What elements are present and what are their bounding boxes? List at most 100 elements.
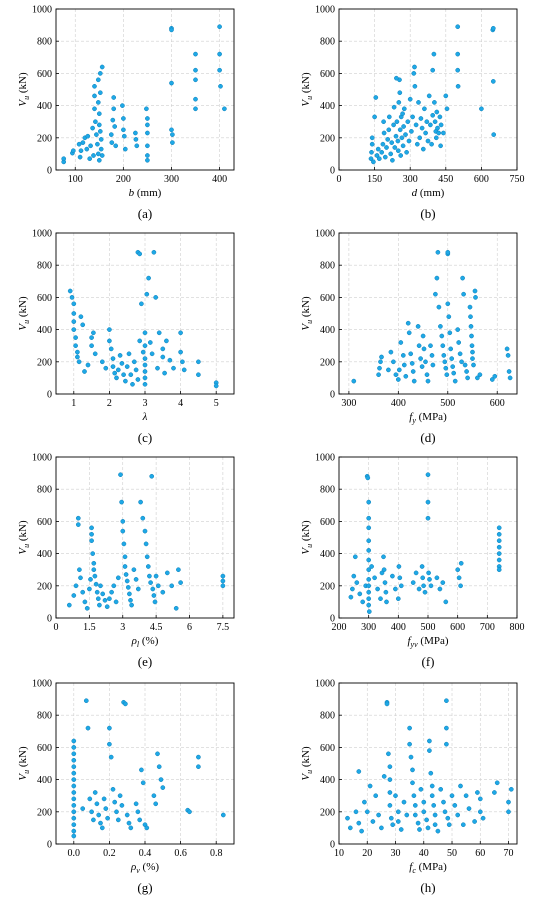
data-point: [71, 319, 77, 324]
data-point: [456, 340, 462, 345]
data-point: [170, 140, 175, 145]
data-point: [142, 528, 148, 534]
y-tick-label: 1000: [315, 453, 335, 464]
data-point: [432, 100, 437, 105]
grid-lines: [56, 683, 234, 844]
data-point: [384, 599, 389, 605]
data-point: [416, 343, 422, 349]
data-point: [447, 330, 453, 336]
grid-lines: [339, 457, 517, 618]
grid-lines: [339, 233, 517, 394]
x-tick-label: 6: [187, 622, 192, 633]
data-point: [391, 104, 397, 110]
y-tick-label: 400: [37, 325, 52, 336]
data-point: [421, 583, 426, 589]
x-tick-label: 0: [337, 174, 342, 185]
data-point: [420, 333, 426, 339]
data-point: [352, 554, 358, 560]
data-point: [406, 330, 412, 336]
data-point: [405, 119, 411, 125]
x-tick-label: 0.4: [139, 848, 152, 859]
data-point: [91, 330, 96, 336]
y-axis-label: Vu (kN): [300, 72, 314, 107]
data-point: [73, 583, 79, 589]
data-point: [419, 564, 425, 569]
data-point: [122, 554, 128, 560]
data-point: [366, 548, 372, 553]
data-point: [403, 132, 408, 137]
data-point: [92, 93, 97, 99]
data-point: [441, 799, 446, 805]
data-point: [140, 780, 146, 786]
data-point: [124, 812, 130, 818]
data-point: [448, 346, 454, 352]
data-point: [381, 567, 387, 573]
data-point: [103, 806, 109, 811]
data-point: [445, 301, 451, 307]
data-point: [378, 359, 383, 365]
data-point: [425, 499, 431, 505]
data-point: [393, 793, 398, 799]
data-point: [375, 146, 381, 152]
data-point: [120, 103, 125, 108]
data-point: [420, 146, 426, 152]
x-tick-label: 10: [334, 848, 344, 859]
data-point: [416, 586, 422, 592]
data-point: [366, 499, 372, 505]
data-point: [67, 288, 73, 294]
data-point: [398, 827, 404, 832]
data-point: [387, 790, 393, 795]
data-point: [98, 820, 103, 826]
data-point: [378, 596, 383, 602]
data-point: [496, 525, 502, 531]
data-point: [73, 343, 78, 349]
data-point: [107, 327, 112, 332]
data-point: [455, 51, 461, 57]
data-point: [432, 822, 438, 828]
data-point: [213, 383, 219, 389]
x-tick-label: 1: [71, 398, 76, 409]
data-point: [140, 515, 146, 521]
data-point: [137, 251, 143, 257]
data-point: [134, 143, 140, 149]
data-point: [379, 825, 384, 831]
y-tick-label: 0: [47, 614, 52, 625]
data-point: [98, 583, 103, 589]
data-point: [423, 359, 428, 365]
data-point: [368, 156, 374, 162]
data-point: [479, 106, 484, 112]
data-point: [370, 819, 376, 824]
data-point: [506, 799, 511, 805]
data-point: [373, 793, 379, 799]
data-point: [119, 803, 125, 808]
data-point: [458, 583, 463, 589]
data-point: [410, 369, 416, 374]
data-point: [422, 106, 427, 112]
data-point: [88, 143, 93, 149]
data-point: [98, 146, 104, 152]
data-point: [80, 322, 86, 328]
data-point: [433, 135, 439, 141]
data-point: [445, 249, 451, 255]
data-point: [412, 812, 418, 818]
data-point: [429, 353, 435, 358]
data-point: [91, 153, 96, 158]
data-point: [155, 583, 161, 589]
x-tick-label: 600: [490, 398, 505, 409]
data-point: [403, 373, 409, 379]
data-point: [66, 602, 72, 608]
data-point: [91, 560, 97, 566]
data-point: [114, 809, 119, 815]
data-point: [156, 330, 162, 336]
data-point: [143, 541, 149, 547]
data-point: [176, 567, 181, 573]
data-point: [144, 825, 150, 831]
data-point: [457, 351, 463, 357]
panel-caption: (f): [422, 654, 435, 669]
x-tick-label: 50: [447, 848, 457, 859]
x-axis-label: ρv (%): [130, 861, 159, 875]
data-point: [426, 93, 432, 99]
data-point: [411, 378, 417, 384]
data-point: [492, 373, 498, 379]
data-point: [102, 597, 108, 603]
